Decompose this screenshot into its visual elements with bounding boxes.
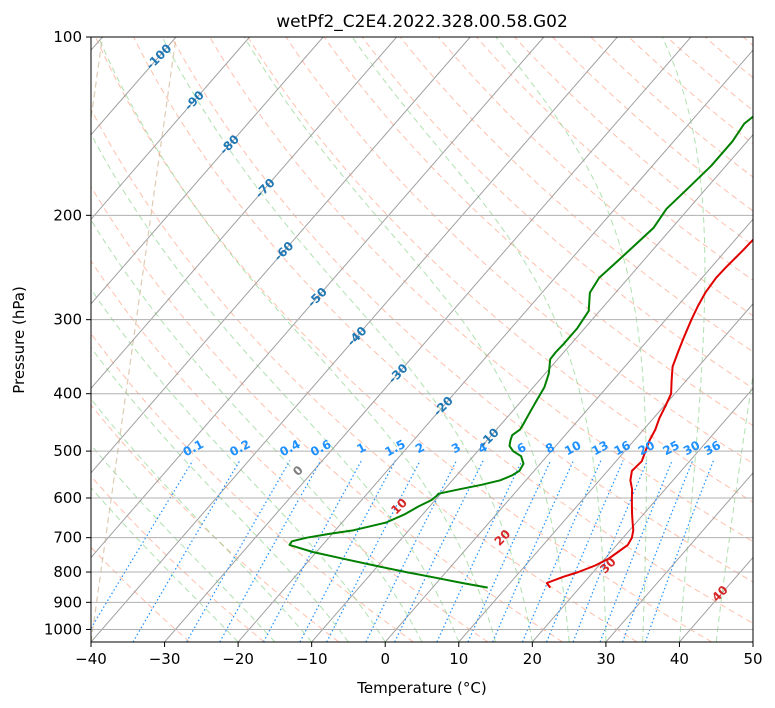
dry-adiabat-line (171, 37, 753, 583)
mixing-ratio-line (467, 460, 552, 642)
x-tick-label: 0 (380, 650, 390, 668)
mixing-ratio-label: 10 (562, 438, 583, 458)
mixing-ratio-line (572, 460, 648, 642)
dry-adiabat-line (247, 37, 753, 503)
y-tick-label: 1000 (44, 620, 82, 638)
dry-adiabat-line (133, 37, 753, 624)
mixing-ratio-line (394, 460, 484, 642)
dry-adiabat-line (438, 37, 753, 317)
y-tick-label: 800 (53, 563, 82, 581)
moist-adiabat-line (91, 133, 460, 642)
y-tick-label: 100 (53, 28, 82, 46)
mixing-ratio-label: 16 (612, 438, 633, 458)
x-tick-label: −20 (222, 650, 254, 668)
moist-adiabat-line (661, 37, 706, 642)
isotherm-line (458, 303, 753, 642)
isotherm-line (605, 472, 753, 642)
mixing-ratio-line (599, 460, 673, 642)
y-tick-label: 200 (53, 206, 82, 224)
y-tick-label: 600 (53, 489, 82, 507)
moist-adiabat-line (715, 372, 753, 642)
x-tick-label: 10 (449, 650, 468, 668)
y-tick-label: 300 (53, 311, 82, 329)
moist-adiabat-line (91, 218, 423, 642)
moist-adiabat-line (243, 37, 570, 642)
y-tick-label: 900 (53, 593, 82, 611)
isotherm-line (91, 37, 250, 221)
isotherm-line (91, 37, 618, 642)
dry-adiabat-line (361, 37, 753, 389)
y-tick-label: 400 (53, 385, 82, 403)
mixing-ratio-line (644, 460, 715, 642)
moist-adiabat-line (91, 486, 239, 642)
isotherm-line (91, 37, 324, 305)
mixing-ratio-line (186, 460, 291, 642)
mixing-ratio-line (521, 460, 602, 642)
mixing-ratio-line (546, 460, 624, 642)
dry-adiabat-line (628, 37, 753, 145)
x-tick-label: −40 (75, 650, 107, 668)
dry-adiabat-line (91, 332, 414, 642)
chart-title: wetPf2_C2E4.2022.328.00.58.G02 (276, 12, 568, 32)
dry-adiabat-line (91, 475, 265, 642)
mixing-ratio-label: 13 (589, 438, 610, 458)
moist-adiabat-line (97, 37, 497, 642)
mixing-ratio-line (622, 460, 694, 642)
mixing-ratio-line (436, 460, 523, 642)
dry-adiabat-line (91, 108, 638, 642)
dewpoint-profile-line (288, 115, 753, 589)
y-axis-label: Pressure (hPa) (10, 286, 28, 394)
mixing-ratio-line (492, 460, 575, 642)
dry-adiabat-line (91, 185, 563, 642)
mixing-ratio-line (219, 460, 322, 642)
x-tick-label: 30 (596, 650, 615, 668)
temperature-profile-line (545, 238, 753, 589)
mixing-ratio-label: 25 (660, 438, 681, 458)
y-tick-label: 500 (53, 442, 82, 460)
dry-adiabat-line (476, 37, 753, 281)
plot-frame (90, 36, 754, 643)
x-axis-label: Temperature (°C) (356, 679, 486, 697)
moist-adiabat-line (91, 288, 386, 642)
x-tick-label: 40 (670, 650, 689, 668)
dry-adiabat-line (95, 37, 713, 642)
mixing-ratio-line (365, 460, 458, 642)
moist-adiabat-line (91, 346, 349, 642)
moist-adiabat-line (91, 398, 313, 642)
mixing-ratio-label: 30 (681, 438, 702, 458)
isotherm-line (91, 37, 398, 390)
isotherm-line (311, 133, 753, 642)
x-tick-label: −10 (296, 650, 328, 668)
dry-adiabat-line (590, 37, 753, 178)
isotherm-line (237, 49, 753, 642)
x-tick-label: 20 (523, 650, 542, 668)
mixing-ratio-line (132, 460, 241, 642)
mixing-ratio-label: 36 (702, 438, 723, 458)
isotherm-line (384, 218, 753, 642)
x-tick-label: −30 (149, 650, 181, 668)
moist-adiabat-line (351, 37, 607, 642)
isotherm-line (531, 387, 753, 642)
y-tick-label: 700 (53, 529, 82, 547)
isotherm-line (91, 37, 545, 559)
dry-adiabat-line (323, 37, 753, 427)
isotherm-line (164, 37, 692, 642)
x-tick-label: 50 (743, 650, 762, 668)
moist-adiabat-line (161, 37, 533, 642)
mixing-ratio-line (91, 460, 194, 630)
moist-adiabat-line (495, 37, 647, 642)
mixing-ratio-label: 20 (636, 438, 657, 458)
isotherm-line (91, 37, 471, 474)
